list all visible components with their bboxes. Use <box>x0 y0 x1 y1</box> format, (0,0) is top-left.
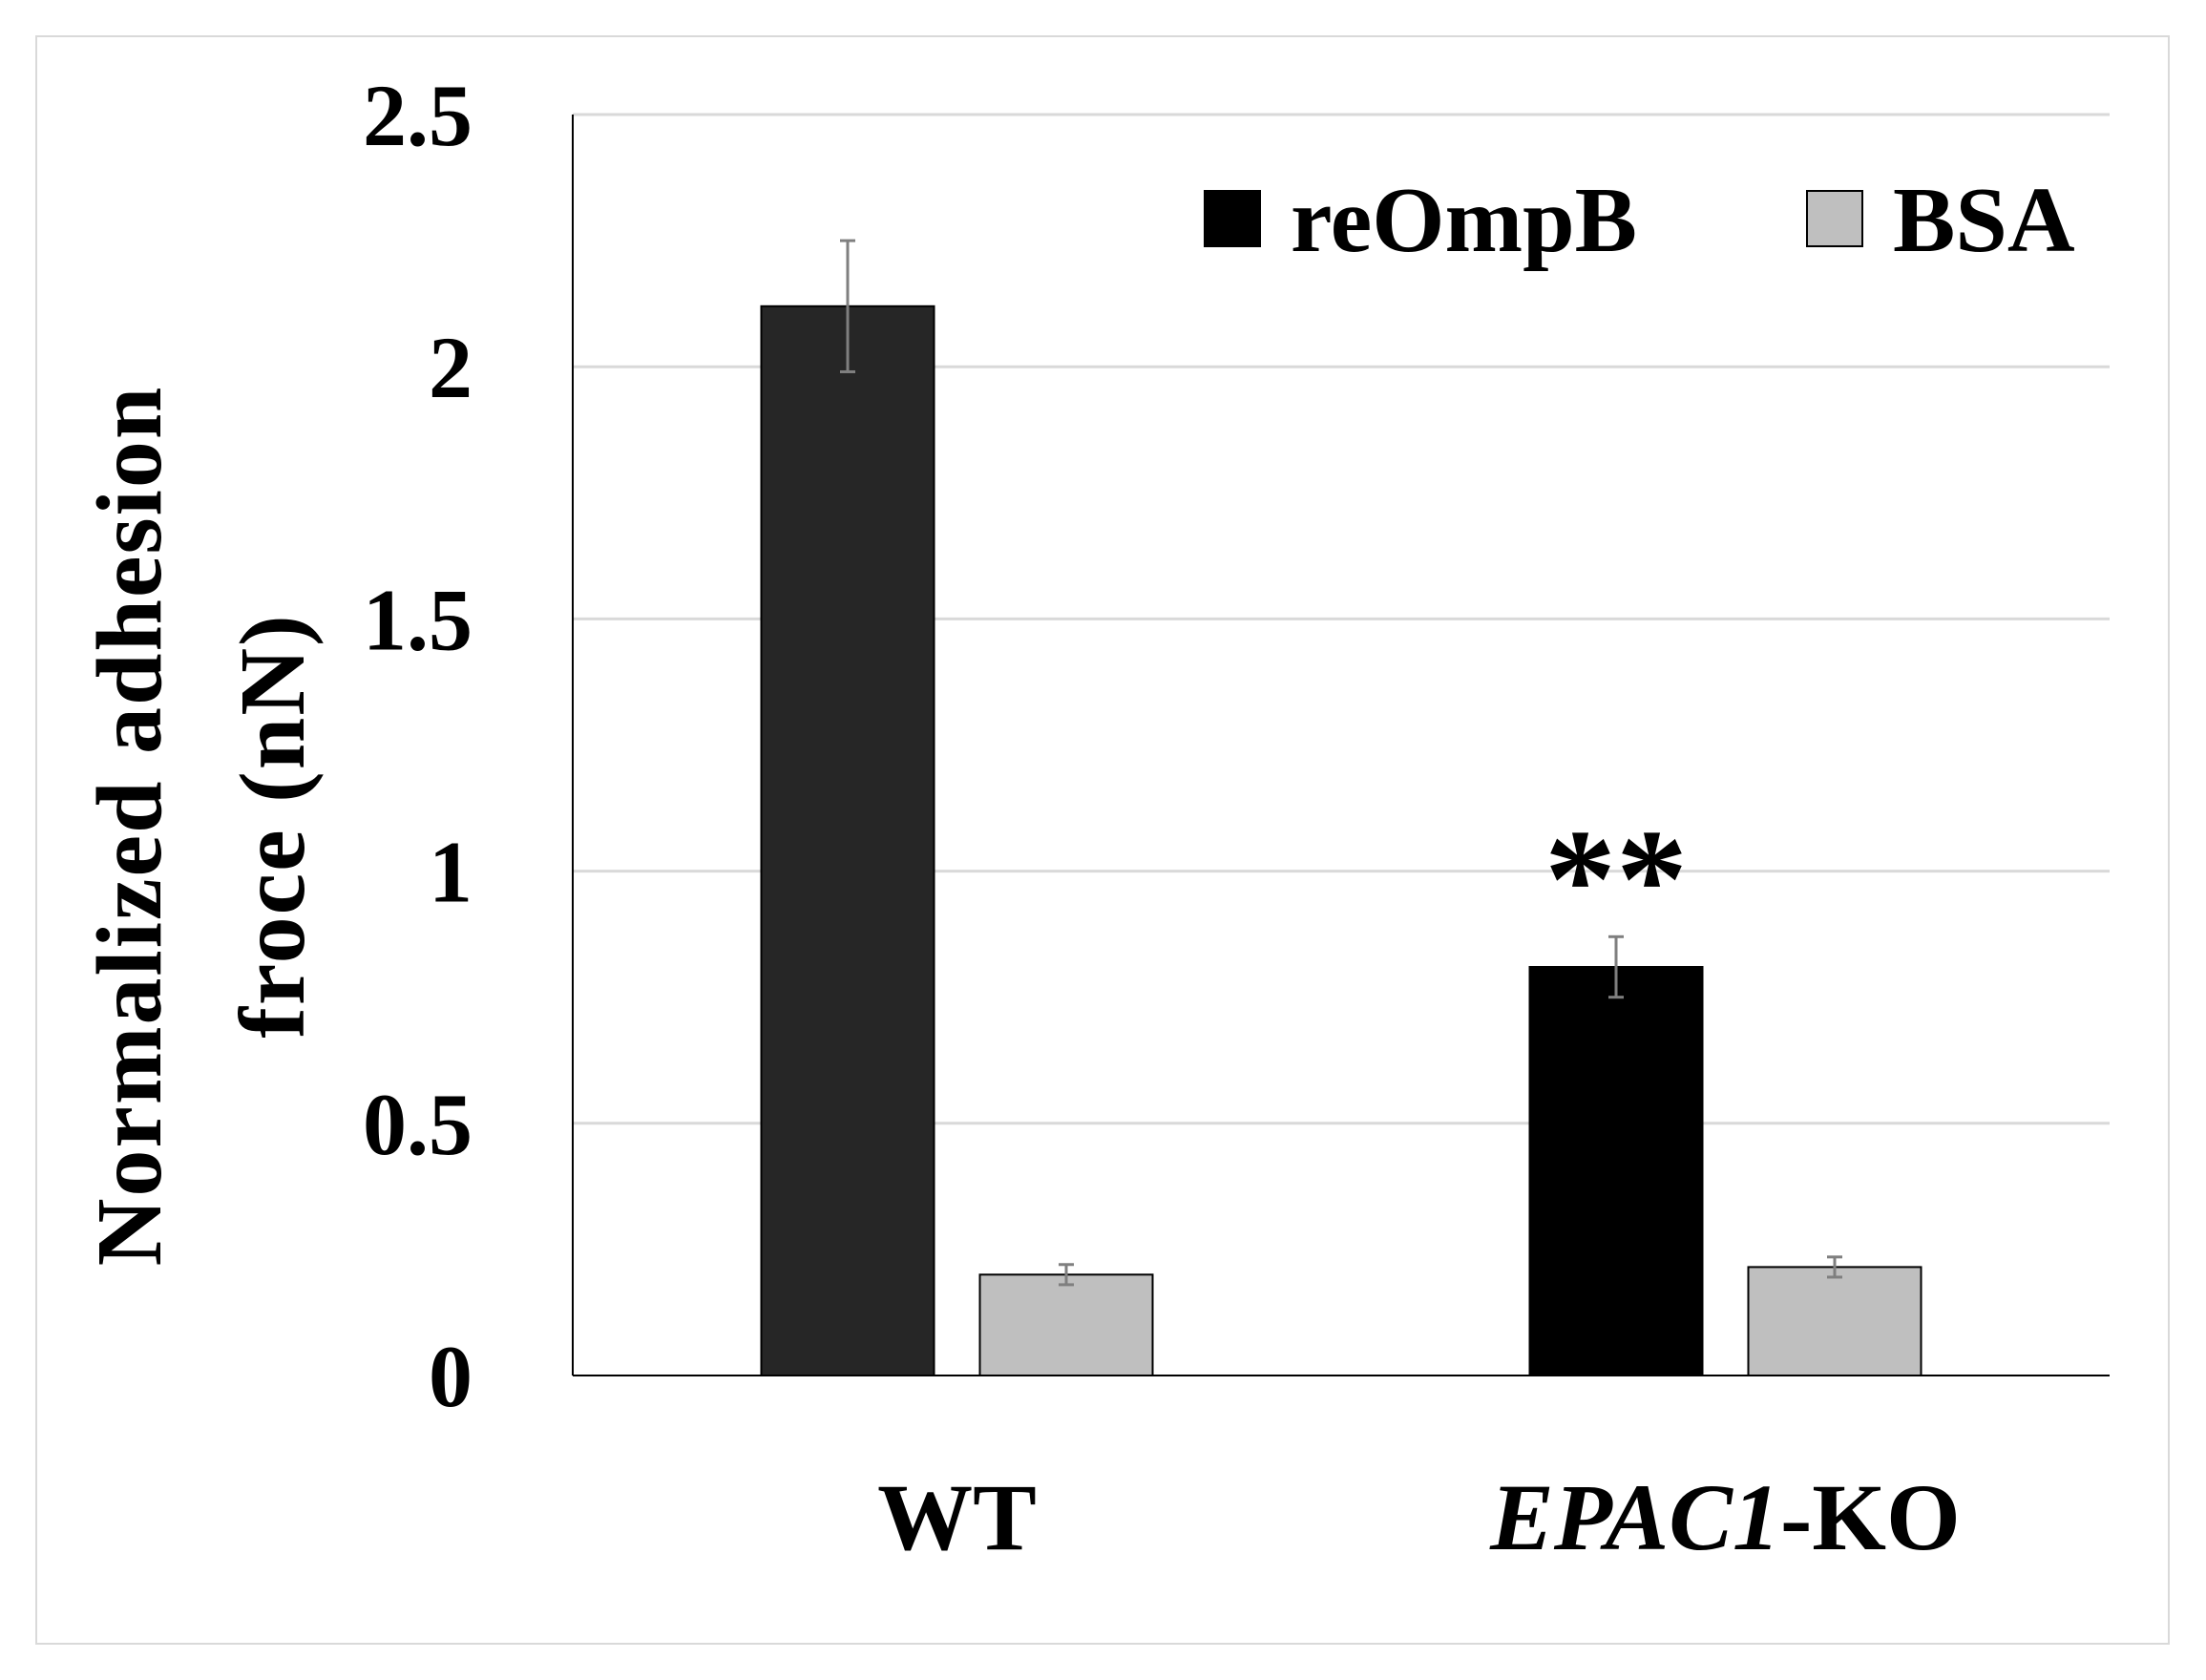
x-category-suffix: WT <box>877 1464 1037 1570</box>
y-tick-labels: 0 0.5 1 1.5 2 2.5 <box>363 67 473 1425</box>
error-bar-bsa-1 <box>1827 1255 1842 1279</box>
legend-item-reompb: reOmpB <box>1204 169 1637 272</box>
y-tick-label: 1 <box>429 824 473 921</box>
legend-swatch <box>1204 190 1261 247</box>
y-tick-label: 0 <box>429 1328 473 1425</box>
legend-swatch <box>1806 190 1863 247</box>
error-bar-reompb-0 <box>840 239 855 373</box>
error-bar-reompb-1 <box>1608 934 1624 999</box>
bar-reompb-0 <box>760 304 935 1376</box>
x-category-labels: WT EPAC1-KO <box>877 1464 1961 1570</box>
y-tick-label: 0.5 <box>363 1076 473 1173</box>
x-category-label: EPAC1-KO <box>1489 1464 1961 1570</box>
x-category-suffix: -KO <box>1780 1464 1961 1570</box>
significance-annotations: ** <box>1544 800 1688 958</box>
bar-bsa-0 <box>978 1273 1154 1376</box>
bar-reompb-1 <box>1528 965 1704 1376</box>
legend-label: BSA <box>1893 169 2075 272</box>
x-category-label: WT <box>877 1464 1037 1570</box>
y-axis-title-line-1: Normalized adhesion <box>78 386 181 1267</box>
y-tick-label: 2.5 <box>363 67 473 164</box>
y-tick-label: 2 <box>429 319 473 416</box>
y-axis-title-line-2: froce (nN) <box>221 613 325 1038</box>
legend-item-bsa: BSA <box>1806 169 2075 272</box>
legend: reOmpB BSA <box>1204 169 2075 272</box>
error-bars <box>840 239 1842 1287</box>
bar-bsa-1 <box>1747 1266 1922 1377</box>
y-axis-title: Normalized adhesion froce (nN) <box>78 386 325 1267</box>
significance-stars: ** <box>1544 800 1688 958</box>
x-category-italic: EPAC1 <box>1489 1464 1780 1570</box>
y-tick-label: 1.5 <box>363 571 473 668</box>
error-bar-bsa-0 <box>1059 1263 1074 1287</box>
bars <box>760 304 1922 1377</box>
legend-label: reOmpB <box>1291 169 1637 272</box>
